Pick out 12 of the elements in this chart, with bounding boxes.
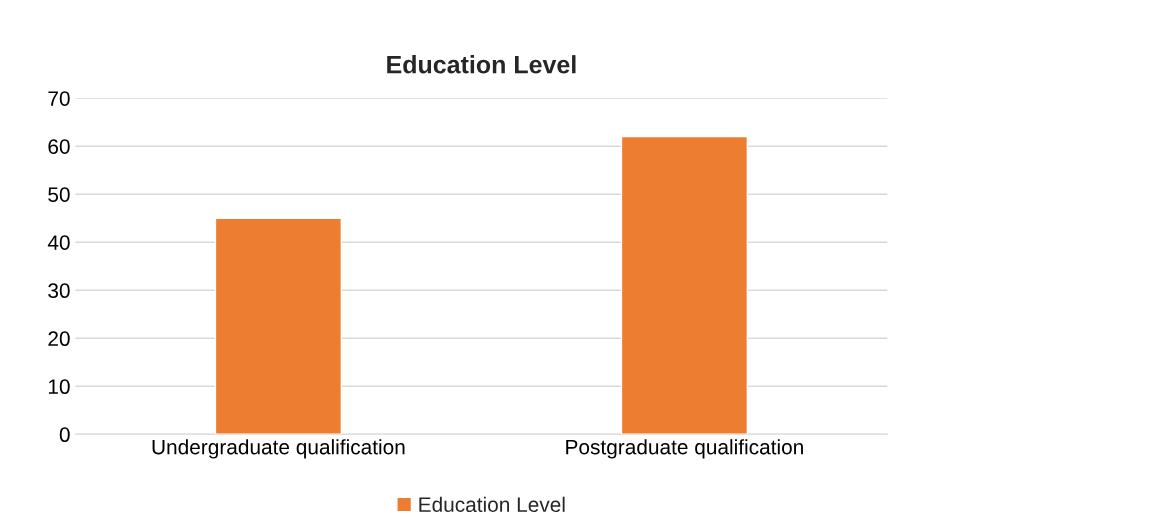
y-tick-label: 20	[48, 331, 70, 347]
chart-title: Education Level	[387, 55, 576, 74]
y-tick-label: 30	[48, 283, 70, 299]
legend-label: Education Level	[419, 496, 565, 513]
y-tick-label: 0	[59, 427, 70, 443]
x-tick-label: Undergraduate qualification	[152, 439, 405, 459]
y-tick-label: 50	[48, 187, 70, 202]
y-tick-label: 70	[48, 91, 70, 106]
y-tick-label: 10	[48, 379, 70, 395]
y-tick-label: 60	[48, 139, 70, 154]
x-tick-label: Postgraduate qualification	[566, 439, 803, 459]
y-tick-label: 40	[47, 235, 70, 251]
